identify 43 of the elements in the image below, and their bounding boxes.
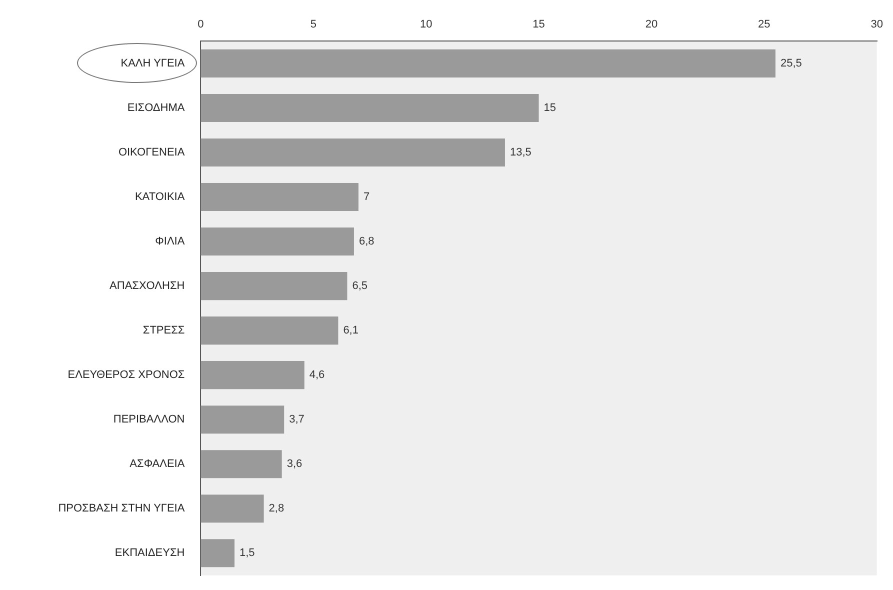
y-tick-label: ΕΛΕΥΘΕΡΟΣ ΧΡΟΝΟΣ: [68, 369, 185, 382]
bar: [200, 494, 264, 523]
y-tick-label: ΠΡΟΣΒΑΣΗ ΣΤΗΝ ΥΓΕΙΑ: [58, 502, 186, 515]
bar: [200, 138, 505, 167]
x-tick-label: 25: [758, 18, 770, 31]
bar: [200, 94, 539, 122]
y-tick-label: ΕΚΠΑΙΔΕΥΣΗ: [114, 547, 185, 560]
data-label: 3,7: [289, 414, 304, 426]
y-tick-label: ΕΙΣΟΔΗΜΑ: [127, 102, 186, 114]
x-tick-label: 10: [420, 18, 432, 31]
data-label: 1,5: [240, 547, 255, 560]
y-tick-label: ΦΙΛΙΑ: [155, 236, 186, 248]
y-tick-label: ΑΠΑΣΧΟΛΗΣΗ: [110, 280, 185, 292]
data-label: 15: [544, 102, 556, 114]
x-tick-label: 30: [870, 18, 884, 31]
y-tick-label: ΟΙΚΟΓΕΝΕΙΑ: [118, 146, 186, 159]
bar: [200, 182, 358, 212]
x-tick-label: 20: [645, 18, 658, 31]
data-label: 25,5: [780, 57, 802, 70]
bar: [200, 49, 776, 78]
x-tick-label: 0: [198, 18, 204, 31]
data-label: 6,5: [352, 280, 368, 292]
y-tick-label: ΣΤΡΕΣΣ: [142, 324, 185, 337]
data-label: 7: [363, 191, 370, 204]
data-label: 2,8: [268, 502, 284, 515]
data-label: 4,6: [309, 369, 325, 382]
bar: [200, 272, 348, 300]
x-tick-label: 5: [310, 18, 316, 31]
bar: [200, 316, 338, 345]
data-label: 3,6: [286, 458, 302, 470]
bar: [200, 406, 284, 434]
bar: [200, 228, 354, 256]
y-tick-label: ΚΑΛΗ ΥΓΕΙΑ: [120, 57, 186, 70]
bar: [200, 539, 235, 568]
x-tick-label: 15: [532, 18, 545, 31]
data-label: 6,8: [358, 236, 374, 248]
bar: [200, 361, 304, 390]
y-tick-label: ΠΕΡΙΒΑΛΛΟΝ: [113, 414, 185, 426]
y-tick-label: ΚΑΤΟΙΚΙΑ: [134, 191, 186, 204]
bar: [200, 450, 282, 478]
y-tick-label: ΑΣΦΑΛΕΙΑ: [130, 458, 186, 470]
data-label: 6,1: [343, 324, 358, 337]
data-label: 13,5: [510, 146, 532, 159]
